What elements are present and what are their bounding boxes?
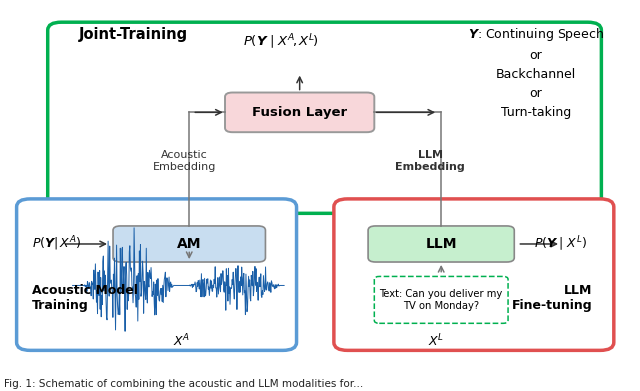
Text: Fusion Layer: Fusion Layer <box>252 106 348 119</box>
Text: $\boldsymbol{Y}$: Continuing Speech
or
Backchannel
or
Turn-taking: $\boldsymbol{Y}$: Continuing Speech or B… <box>468 26 604 119</box>
Text: Fig. 1: Schematic of combining the acoustic and LLM modalities for...: Fig. 1: Schematic of combining the acous… <box>4 379 364 389</box>
Text: LLM: LLM <box>426 237 457 251</box>
Text: Acoustic
Embedding: Acoustic Embedding <box>153 150 216 172</box>
Text: Text: Can you deliver my
TV on Monday?: Text: Can you deliver my TV on Monday? <box>380 289 503 311</box>
FancyBboxPatch shape <box>368 226 515 262</box>
Text: $X^{L}$: $X^{L}$ <box>428 333 445 350</box>
Text: $P(\boldsymbol{Y}\mid X^{L})$: $P(\boldsymbol{Y}\mid X^{L})$ <box>534 234 588 254</box>
FancyBboxPatch shape <box>17 199 296 350</box>
Text: AM: AM <box>177 237 202 251</box>
Text: $P(\boldsymbol{Y}|\, X^A)$: $P(\boldsymbol{Y}|\, X^A)$ <box>33 235 82 253</box>
Text: $P(\boldsymbol{Y}\mid X^A\!,X^{L}\!)$: $P(\boldsymbol{Y}\mid X^A\!,X^{L}\!)$ <box>243 32 319 52</box>
FancyBboxPatch shape <box>48 22 602 213</box>
Text: Joint-Training: Joint-Training <box>79 27 188 42</box>
Text: Acoustic Model
Training: Acoustic Model Training <box>32 284 138 312</box>
Text: $X^A$: $X^A$ <box>173 333 190 350</box>
FancyBboxPatch shape <box>374 276 508 323</box>
Text: LLM
Embedding: LLM Embedding <box>396 150 465 172</box>
Text: LLM
Fine-tuning: LLM Fine-tuning <box>511 284 592 312</box>
FancyBboxPatch shape <box>225 93 374 132</box>
FancyBboxPatch shape <box>334 199 614 350</box>
FancyBboxPatch shape <box>113 226 266 262</box>
